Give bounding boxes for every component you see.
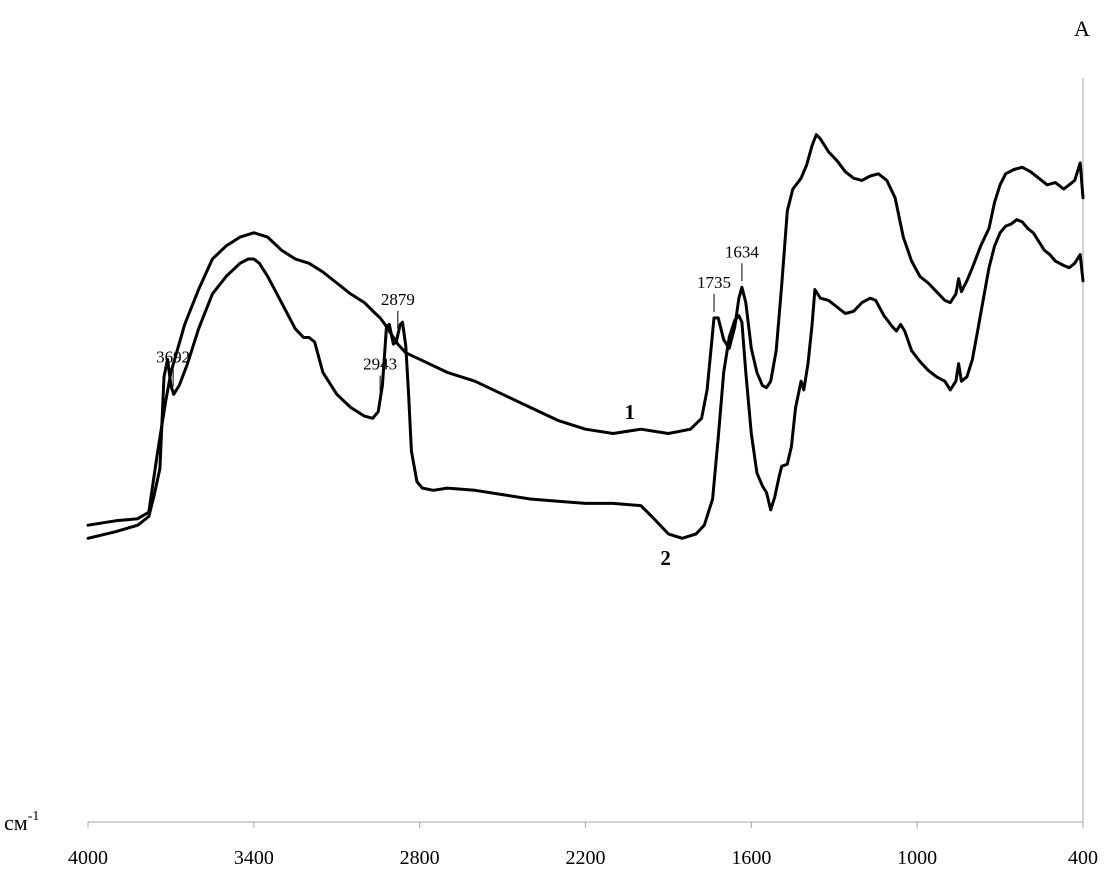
spectra: [86, 133, 1085, 540]
peak-label: 3692: [156, 348, 190, 367]
peak-label: 1634: [725, 242, 760, 261]
x-tick-label: 1000: [897, 847, 937, 869]
x-axis-ticks: 4000 3400 2800 2200 1600 1000 400: [68, 822, 1098, 869]
series-line-2: [86, 218, 1085, 540]
x-tick-label: 2800: [400, 847, 440, 869]
peak-label: 1735: [697, 273, 731, 292]
x-tick-label: 1600: [731, 847, 771, 869]
x-axis-unit: см-1: [4, 809, 39, 835]
x-tick-label: 2200: [566, 847, 606, 869]
peak-label: 2943: [363, 354, 397, 373]
x-tick-label: 4000: [68, 847, 108, 869]
series-label: 1: [624, 400, 635, 424]
series-labels: 12: [624, 400, 670, 570]
x-tick-label: 3400: [234, 847, 274, 869]
series-label: 2: [660, 546, 671, 570]
x-tick-label: 400: [1068, 847, 1098, 869]
y-axis-label: A: [1074, 16, 1090, 41]
series-line-1: [86, 133, 1085, 527]
peak-annotations: 3692 2943 2879 1735 1634: [156, 242, 760, 394]
peak-label: 2879: [381, 290, 415, 309]
